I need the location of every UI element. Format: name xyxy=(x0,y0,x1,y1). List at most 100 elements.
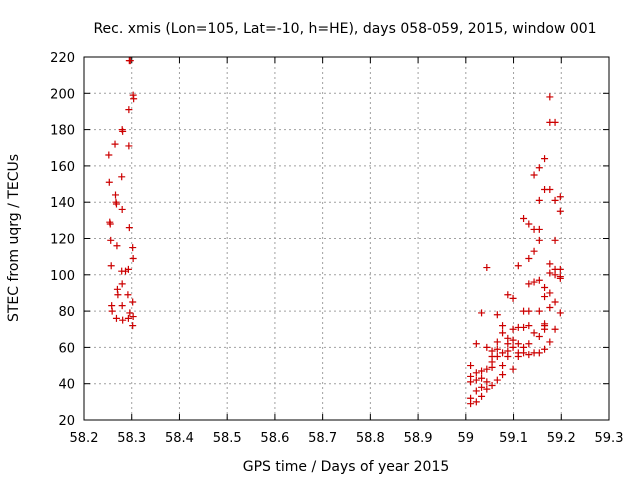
data-point xyxy=(525,280,533,288)
data-point xyxy=(499,329,507,337)
data-point xyxy=(499,349,507,357)
y-tick-label: 140 xyxy=(50,196,75,211)
data-point xyxy=(130,95,138,103)
data-point xyxy=(509,325,517,333)
data-point xyxy=(530,278,538,286)
data-point xyxy=(541,325,549,333)
data-point xyxy=(107,262,115,270)
plot-frame xyxy=(83,56,610,421)
data-point xyxy=(546,185,554,193)
data-point xyxy=(472,369,480,377)
data-point xyxy=(520,323,528,331)
data-point xyxy=(472,398,480,406)
data-point xyxy=(472,376,480,384)
y-tick-label: 200 xyxy=(50,87,75,102)
y-tick-label: 40 xyxy=(58,378,75,393)
data-point xyxy=(129,313,137,321)
data-point xyxy=(488,363,496,371)
x-tick-label: 58.2 xyxy=(70,431,99,446)
y-axis-label: STEC from uqrg / TECUs xyxy=(6,154,22,322)
y-tick-label: 80 xyxy=(58,305,75,320)
data-point xyxy=(113,242,121,250)
data-point xyxy=(478,374,486,382)
data-point xyxy=(504,352,512,360)
data-point xyxy=(556,274,564,282)
data-point xyxy=(126,57,134,65)
y-tick-label: 120 xyxy=(50,233,75,248)
data-point xyxy=(118,173,126,181)
data-point xyxy=(472,340,480,348)
x-tick-label: 58.3 xyxy=(117,431,146,446)
data-point xyxy=(525,254,533,262)
data-point xyxy=(551,236,559,244)
data-point xyxy=(483,365,491,373)
x-tick-label: 58.7 xyxy=(308,431,337,446)
data-point xyxy=(520,349,528,357)
data-point xyxy=(478,367,486,375)
x-tick-label: 58.9 xyxy=(404,431,433,446)
y-tick-label: 100 xyxy=(50,269,75,284)
data-point xyxy=(546,269,554,277)
x-axis-label: GPS time / Days of year 2015 xyxy=(243,459,450,475)
data-point xyxy=(478,309,486,317)
data-point xyxy=(535,196,543,204)
data-point xyxy=(125,224,133,232)
grid xyxy=(84,57,609,420)
data-point xyxy=(129,298,137,306)
data-point xyxy=(467,378,475,386)
data-point xyxy=(129,244,137,252)
x-tick-label: 58.6 xyxy=(260,431,289,446)
data-point xyxy=(541,155,549,163)
data-point xyxy=(551,325,559,333)
data-point xyxy=(472,387,480,395)
data-point xyxy=(546,260,554,268)
data-point xyxy=(488,382,496,390)
data-point xyxy=(514,262,522,270)
data-point xyxy=(119,316,127,324)
data-point xyxy=(105,151,113,159)
x-tick-label: 58.4 xyxy=(165,431,194,446)
data-point xyxy=(118,302,126,310)
data-point xyxy=(478,392,486,400)
data-point xyxy=(514,352,522,360)
data-point xyxy=(125,106,133,114)
data-point xyxy=(551,298,559,306)
data-point xyxy=(499,362,507,370)
data-point xyxy=(541,293,549,301)
data-point xyxy=(535,225,543,233)
data-point xyxy=(467,400,475,408)
data-point xyxy=(551,118,559,126)
data-point xyxy=(105,178,113,186)
data-point xyxy=(112,191,119,199)
data-point xyxy=(509,343,517,351)
chart-title: Rec. xmis (Lon=105, Lat=-10, h=HE), days… xyxy=(93,21,596,37)
data-point xyxy=(525,340,533,348)
data-point xyxy=(107,236,115,244)
y-tick-label: 20 xyxy=(58,414,75,429)
data-point xyxy=(509,365,517,373)
data-point xyxy=(530,329,538,337)
data-point xyxy=(514,340,522,348)
axis-ticks: 58.2 58.3 58.4 58.5 58.6 58.7 58.8 58.9 59 59.1 59… xyxy=(50,51,623,446)
data-point xyxy=(535,164,543,172)
data-point xyxy=(556,193,564,201)
data-point xyxy=(535,276,543,284)
data-point xyxy=(118,280,126,288)
data-points xyxy=(105,57,564,408)
data-point xyxy=(106,220,114,228)
data-point xyxy=(525,322,533,330)
data-point xyxy=(467,362,475,370)
data-point xyxy=(525,220,533,228)
data-point xyxy=(535,333,543,341)
y-tick-label: 220 xyxy=(50,51,75,66)
data-point xyxy=(525,307,533,315)
data-point xyxy=(112,314,120,322)
data-point xyxy=(483,264,491,272)
data-point xyxy=(499,322,507,330)
data-point xyxy=(530,171,538,179)
data-point xyxy=(535,236,543,244)
data-point xyxy=(504,291,512,299)
data-point xyxy=(493,345,501,353)
data-point xyxy=(119,127,127,135)
data-point xyxy=(556,265,564,273)
